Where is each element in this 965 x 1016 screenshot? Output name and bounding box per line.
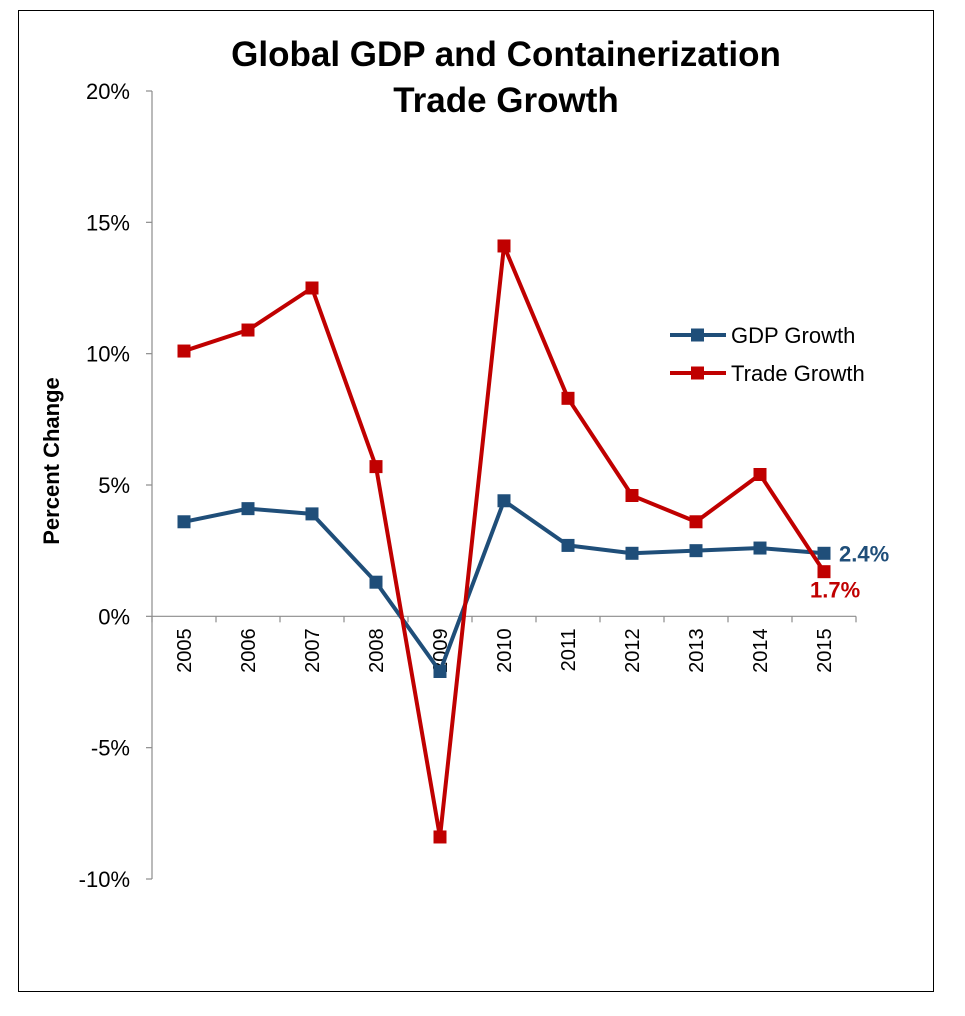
x-tick-label: 2015 bbox=[814, 628, 836, 673]
y-tick-label: 10% bbox=[86, 342, 130, 367]
chart-title-line-2: Trade Growth bbox=[393, 81, 619, 120]
legend-swatch-marker-trade-growth bbox=[691, 366, 704, 380]
x-tick-label: 2005 bbox=[174, 628, 196, 673]
x-tick-label: 2008 bbox=[366, 628, 388, 673]
chart-frame: Global GDP and Containerization Trade Gr… bbox=[18, 10, 934, 992]
data-point-gdp-growth bbox=[561, 538, 575, 552]
line-chart: Global GDP and Containerization Trade Gr… bbox=[39, 35, 889, 892]
legend-swatch-marker-gdp-growth bbox=[691, 328, 704, 342]
data-point-trade-growth bbox=[689, 515, 703, 529]
y-tick-label: 0% bbox=[98, 604, 130, 629]
data-point-gdp-growth bbox=[817, 546, 831, 560]
series-layer bbox=[177, 239, 831, 844]
data-point-trade-growth bbox=[369, 460, 383, 474]
data-point-gdp-growth bbox=[177, 515, 191, 529]
y-tick-label: 20% bbox=[86, 79, 130, 104]
y-tick-label: -10% bbox=[79, 867, 130, 892]
y-tick-label: -5% bbox=[91, 736, 130, 761]
data-point-trade-growth bbox=[625, 489, 639, 503]
x-tick-label: 2014 bbox=[750, 628, 772, 673]
y-tick-label: 15% bbox=[86, 210, 130, 235]
x-tick-label: 2011 bbox=[558, 628, 580, 671]
x-tick-label: 2006 bbox=[238, 628, 260, 673]
data-label-trade-growth: 1.7% bbox=[810, 578, 860, 603]
axes: 20% 15% 10% 5% 0% -5% -10% 2005 2006 2007 2008 2009… bbox=[79, 79, 857, 892]
data-point-gdp-growth bbox=[625, 546, 639, 560]
legend-label-gdp-growth: GDP Growth bbox=[731, 323, 855, 348]
data-labels: 2.4% 1.7% bbox=[810, 541, 889, 602]
data-point-trade-growth bbox=[561, 391, 575, 405]
x-tick-label: 2009 bbox=[430, 628, 452, 673]
legend-label-trade-growth: Trade Growth bbox=[731, 361, 865, 386]
data-point-gdp-growth bbox=[241, 502, 255, 516]
series-line-trade-growth bbox=[183, 243, 826, 839]
data-point-trade-growth bbox=[817, 565, 831, 579]
data-point-gdp-growth bbox=[433, 664, 447, 678]
data-point-trade-growth bbox=[305, 281, 319, 295]
y-axis-label: Percent Change bbox=[39, 377, 64, 545]
data-point-gdp-growth bbox=[305, 507, 319, 521]
data-point-trade-growth bbox=[753, 467, 767, 481]
data-point-trade-growth bbox=[241, 323, 255, 337]
data-point-gdp-growth bbox=[753, 541, 767, 555]
chart-title-line-1: Global GDP and Containerization bbox=[231, 35, 781, 74]
data-point-trade-growth bbox=[177, 344, 191, 358]
data-point-gdp-growth bbox=[689, 544, 703, 558]
series-trade-growth bbox=[177, 239, 831, 844]
data-point-trade-growth bbox=[433, 830, 447, 844]
legend: GDP Growth Trade Growth bbox=[670, 323, 865, 386]
data-point-gdp-growth bbox=[369, 575, 383, 589]
data-point-gdp-growth bbox=[497, 494, 511, 508]
x-tick-label: 2010 bbox=[494, 628, 516, 673]
data-label-gdp-growth: 2.4% bbox=[839, 541, 889, 566]
series-gdp-growth bbox=[177, 494, 831, 678]
y-tick-label: 5% bbox=[98, 473, 130, 498]
x-tick-label: 2012 bbox=[622, 628, 644, 673]
data-point-trade-growth bbox=[497, 239, 511, 253]
x-tick-label: 2007 bbox=[302, 628, 324, 673]
x-tick-label: 2013 bbox=[686, 628, 708, 673]
